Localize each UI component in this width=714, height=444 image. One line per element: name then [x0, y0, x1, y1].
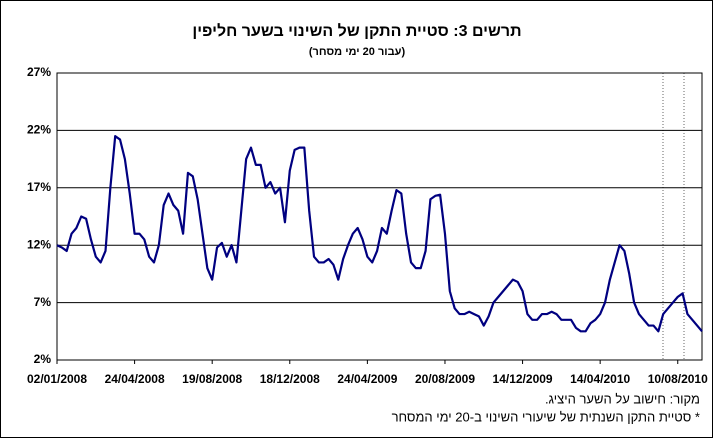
x-tick-label: 10/08/2010 [648, 372, 708, 386]
x-tick-label: 19/08/2008 [182, 372, 242, 386]
chart-subtitle: (עבור 20 ימי מסחר) [309, 46, 406, 58]
chart-title: תרשים 3: סטיית התקן של השינוי בשער חליפי… [192, 22, 521, 40]
y-tick-label: 27% [27, 65, 51, 79]
x-tick-label: 24/04/2009 [337, 372, 397, 386]
y-tick-label: 17% [27, 180, 51, 194]
y-tick-label: 7% [34, 295, 52, 309]
y-tick-label: 2% [34, 352, 52, 366]
source-note: מקור: חישוב על השער היציג. [545, 391, 700, 406]
data-line [56, 135, 703, 333]
y-tick-label: 22% [27, 123, 51, 137]
y-tick-label: 12% [27, 237, 51, 251]
x-tick-label: 02/01/2008 [27, 372, 87, 386]
x-tick-label: 20/08/2009 [415, 372, 475, 386]
footnote: * סטיית התקן השנתית של שיעורי השינוי ב-2… [392, 409, 700, 424]
x-tick-label: 14/12/2009 [493, 372, 553, 386]
x-tick-label: 14/04/2010 [570, 372, 630, 386]
x-tick-label: 18/12/2008 [260, 372, 320, 386]
x-tick-label: 24/04/2008 [105, 372, 165, 386]
